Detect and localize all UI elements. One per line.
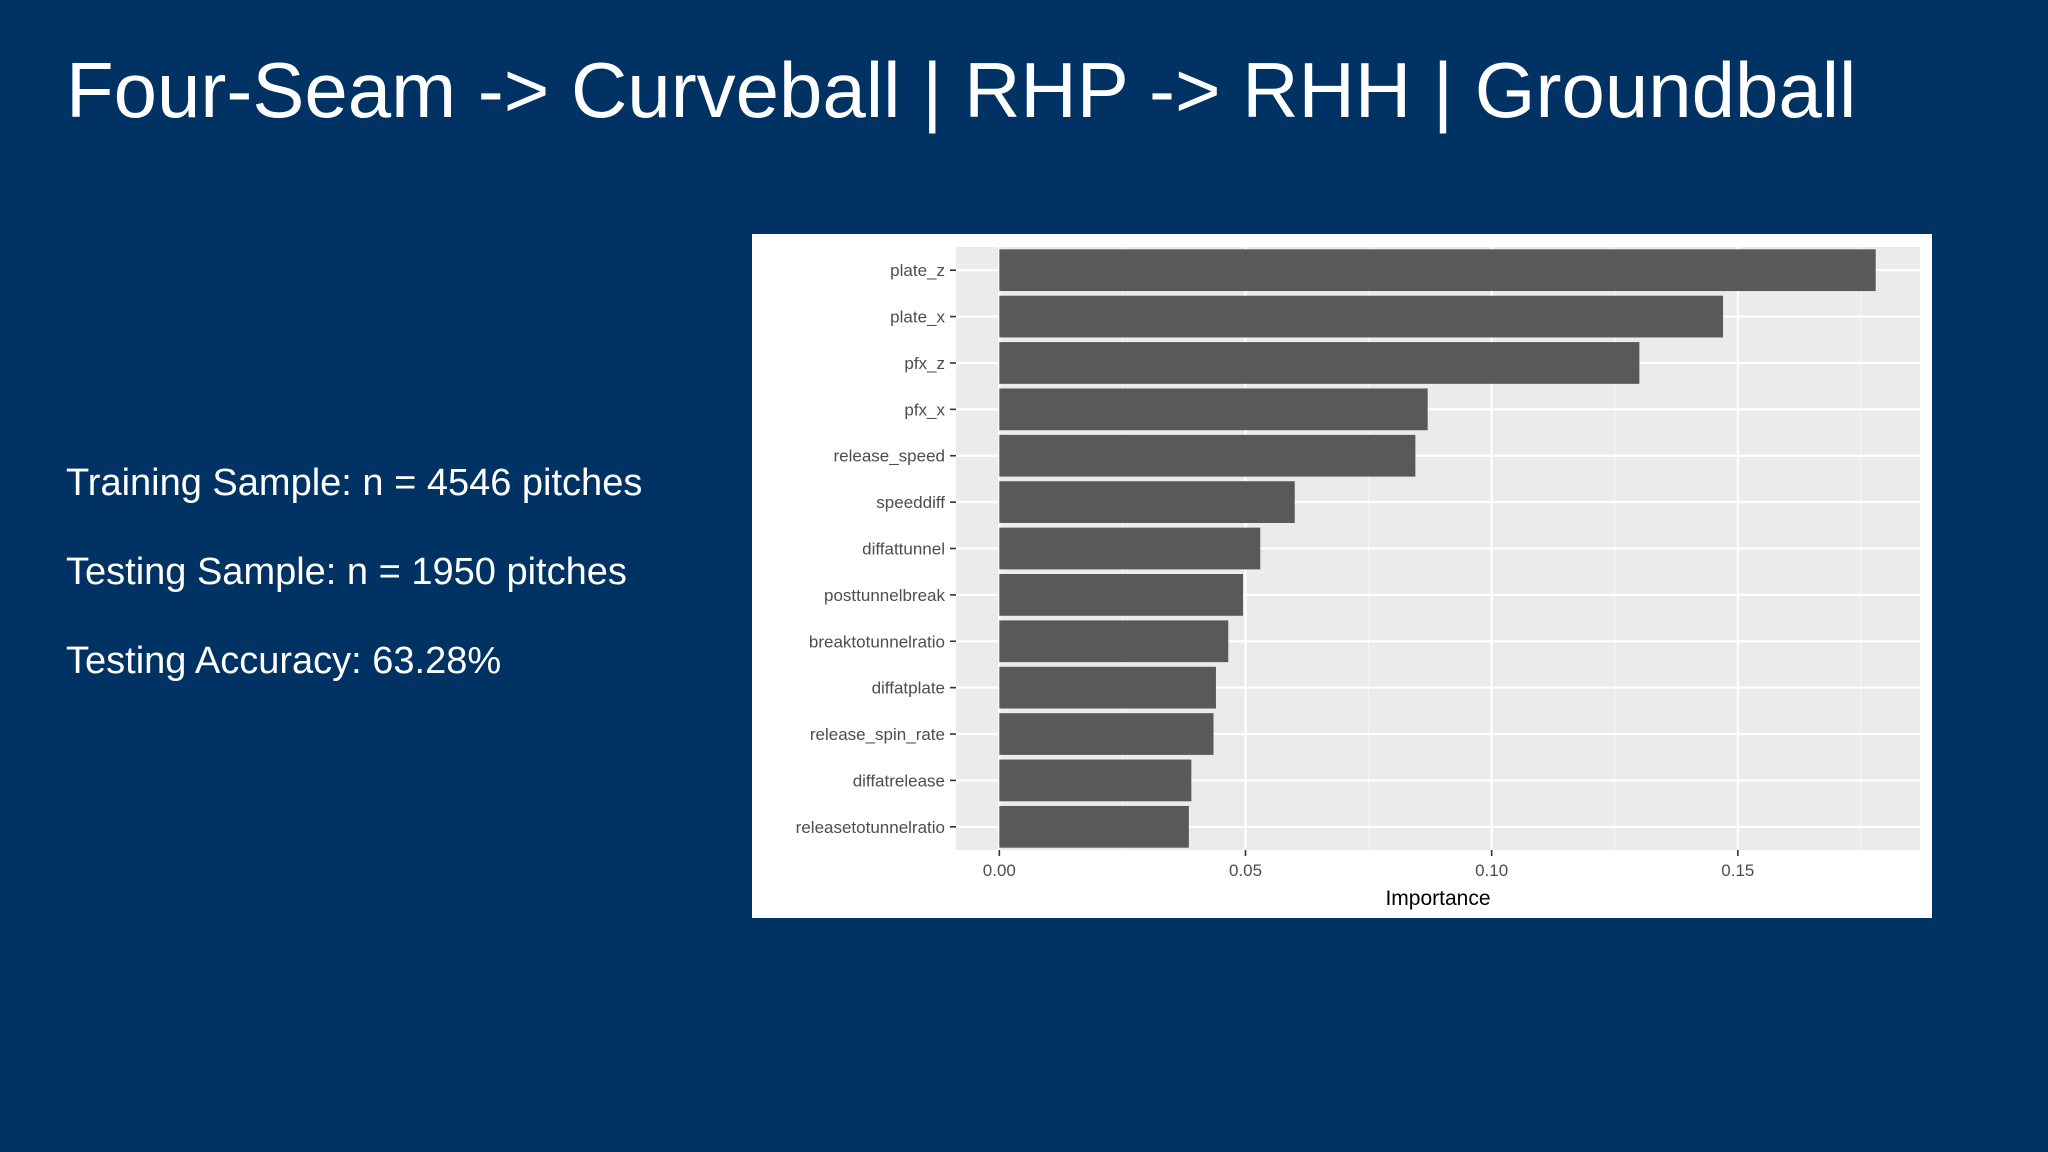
sample-stats: Training Sample: n = 4546 pitches Testin… <box>66 458 746 725</box>
bar-plate-x <box>999 295 1724 338</box>
y-tick-label: release_spin_rate <box>810 725 945 744</box>
bar-pfx-z <box>999 342 1640 384</box>
y-tick-label: diffatrelease <box>853 771 945 790</box>
y-tick-label: speeddiff <box>876 493 945 512</box>
y-tick-label: releasetotunnelratio <box>796 818 945 837</box>
y-tick-label: plate_x <box>890 308 945 327</box>
testing-sample-text: Testing Sample: n = 1950 pitches <box>66 551 627 593</box>
y-tick-label: pfx_z <box>904 354 945 373</box>
x-tick-label: 0.10 <box>1475 861 1508 880</box>
slide-title: Four-Seam -> Curveball | RHP -> RHH | Gr… <box>66 46 1857 134</box>
y-tick-label: pfx_x <box>904 400 945 419</box>
bar-release-speed <box>999 434 1416 477</box>
y-tick-label: breaktotunnelratio <box>809 632 945 651</box>
bar-pfx-x <box>999 388 1428 431</box>
bar-diffatplate <box>999 666 1216 709</box>
y-tick-label: posttunnelbreak <box>824 586 945 605</box>
bar-release-spin-rate <box>999 713 1214 755</box>
y-tick-label: diffattunnel <box>862 540 945 559</box>
testing-accuracy-text: Testing Accuracy: 63.28% <box>66 640 502 682</box>
y-tick-label: diffatplate <box>872 679 945 698</box>
bar-diffattunnel <box>999 527 1261 570</box>
bar-releasetotunnelratio <box>999 805 1189 848</box>
chart-svg: plate_z plate_x pfx_z pfx_x release_speedspe… <box>796 247 1920 910</box>
x-axis-title: Importance <box>1385 887 1490 910</box>
y-tick-label: release_speed <box>833 447 945 466</box>
y-tick-label: plate_z <box>890 261 945 280</box>
x-tick-label: 0.00 <box>983 861 1016 880</box>
bar-plate-z <box>999 249 1876 292</box>
bar-posttunnelbreak <box>999 574 1244 616</box>
bar-breaktotunnelratio <box>999 620 1229 663</box>
x-tick-label: 0.15 <box>1721 861 1754 880</box>
x-tick-label: 0.05 <box>1229 861 1262 880</box>
bar-speeddiff <box>999 481 1295 523</box>
bar-diffatrelease <box>999 759 1192 802</box>
training-sample-text: Training Sample: n = 4546 pitches <box>66 462 643 504</box>
